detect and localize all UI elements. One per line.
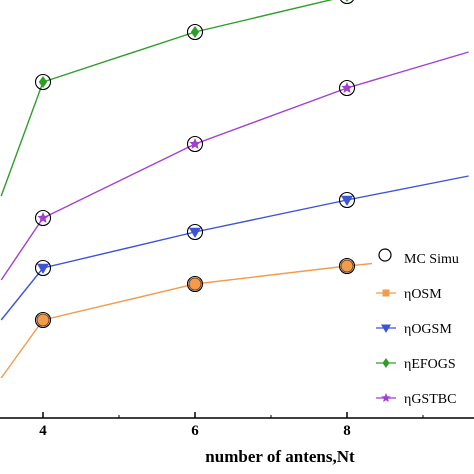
- legend-marker: [381, 324, 391, 333]
- mc-point: [340, 0, 354, 5]
- series-layer: [0, 0, 469, 379]
- x-tick-label-6: 6: [191, 423, 199, 439]
- mc-point: [186, 275, 204, 293]
- legend-item-2: ηOGSM: [376, 322, 452, 337]
- legend-marker: [378, 248, 392, 262]
- mc-point: [34, 259, 52, 277]
- mc-point: [186, 23, 204, 41]
- legend-label: ηOSM: [404, 287, 442, 302]
- mc-point: [34, 73, 52, 91]
- mc-point: [186, 223, 204, 241]
- legend-item-1: ηOSM: [376, 287, 442, 302]
- data-point: [340, 259, 354, 273]
- mc-point: [34, 311, 52, 329]
- legend-item-4: ηGSTBC: [376, 392, 456, 407]
- x-tick-label-8: 8: [343, 423, 351, 439]
- mc-point: [186, 135, 204, 153]
- data-point: [38, 76, 48, 88]
- mc-point: [338, 79, 356, 97]
- mc-point: [34, 209, 52, 227]
- legend-item-0: MC Simu: [378, 248, 459, 267]
- legend-marker: [382, 289, 390, 297]
- data-point: [188, 277, 202, 291]
- legend-marker: [382, 358, 390, 368]
- data-point: [189, 138, 201, 149]
- data-point: [345, 0, 349, 2]
- x-tick-label-4: 4: [39, 423, 47, 439]
- legend-marker: [381, 393, 391, 402]
- axis-layer: 4 6 8: [0, 412, 474, 439]
- data-point: [37, 263, 49, 274]
- mc-point: [338, 257, 356, 275]
- legend-label: ηOGSM: [404, 322, 452, 337]
- series-2: [0, 0, 354, 197]
- series-3: [0, 51, 469, 281]
- series-1: [0, 175, 469, 321]
- mc-point: [338, 191, 356, 209]
- x-axis-title: number of antens,Nt: [205, 447, 355, 466]
- data-point: [341, 82, 353, 93]
- data-point: [341, 195, 353, 206]
- legend: MC Simu ηOSM ηOGSM ηEFOGS ηGSTBC: [372, 240, 474, 407]
- legend-item-3: ηEFOGS: [376, 357, 456, 372]
- legend-label: MC Simu: [404, 252, 459, 267]
- data-point: [190, 26, 200, 38]
- series-line-2: [0, 0, 334, 197]
- data-point: [36, 313, 50, 327]
- data-point: [37, 212, 49, 223]
- legend-label: ηGSTBC: [404, 392, 456, 407]
- data-point: [189, 227, 201, 238]
- legend-label: ηEFOGS: [404, 357, 456, 372]
- legend-background: [372, 240, 474, 380]
